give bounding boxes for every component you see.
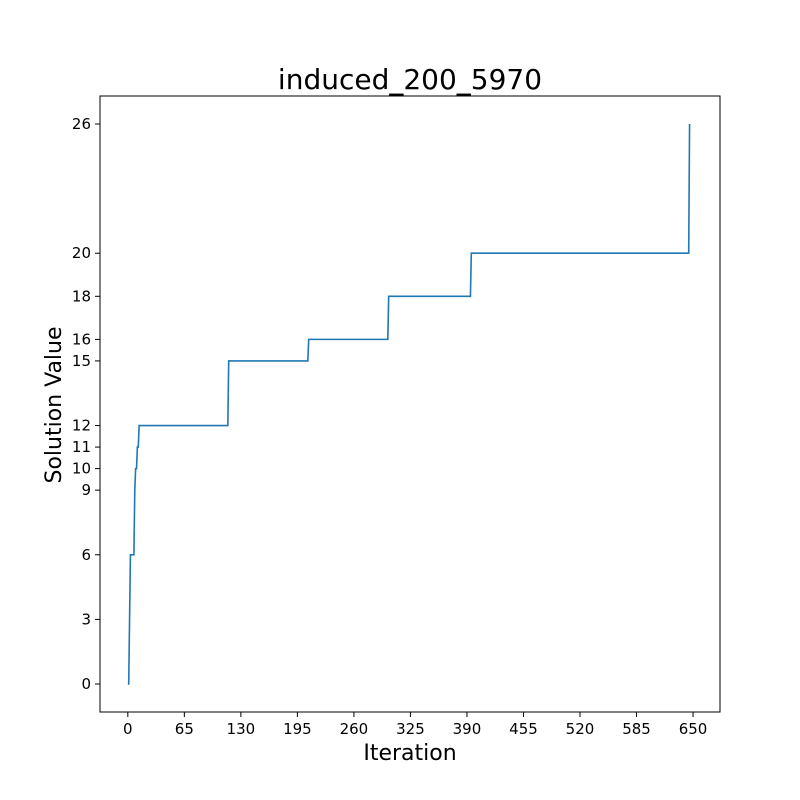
x-axis: 0 65 130 195 260 325 390 455 520 585 650 [123, 712, 707, 738]
x-tick-label: 585 [622, 720, 651, 738]
series-group [127, 123, 691, 685]
y-tick-label: 3 [81, 610, 91, 628]
y-tick-label: 16 [72, 330, 91, 348]
y-tick-label: 0 [81, 675, 91, 693]
series-line-1 [127, 123, 691, 685]
x-tick-label: 65 [175, 720, 194, 738]
y-tick-label: 15 [72, 352, 91, 370]
x-tick-label: 455 [509, 720, 538, 738]
plot-frame [99, 95, 721, 713]
y-axis: 0 3 6 9 10 11 12 15 16 18 20 26 [72, 115, 100, 693]
x-tick-label: 520 [566, 720, 595, 738]
x-tick-label: 260 [340, 720, 369, 738]
y-tick-label: 11 [72, 438, 91, 456]
y-tick-label: 9 [81, 481, 91, 499]
x-tick-label: 195 [283, 720, 312, 738]
x-tick-label: 390 [453, 720, 482, 738]
x-tick-label: 650 [679, 720, 708, 738]
y-tick-label: 12 [72, 417, 91, 435]
x-tick-label: 325 [396, 720, 425, 738]
y-tick-label: 18 [72, 287, 91, 305]
chart-title: induced_200_5970 [278, 63, 542, 96]
y-tick-label: 6 [81, 546, 91, 564]
y-axis-label: Solution Value [42, 326, 67, 483]
x-tick-label: 130 [227, 720, 256, 738]
x-axis-label: Iteration [363, 741, 456, 766]
x-tick-label: 0 [123, 720, 133, 738]
y-tick-label: 26 [72, 115, 91, 133]
y-tick-label: 10 [72, 460, 91, 478]
y-tick-label: 20 [72, 244, 91, 262]
